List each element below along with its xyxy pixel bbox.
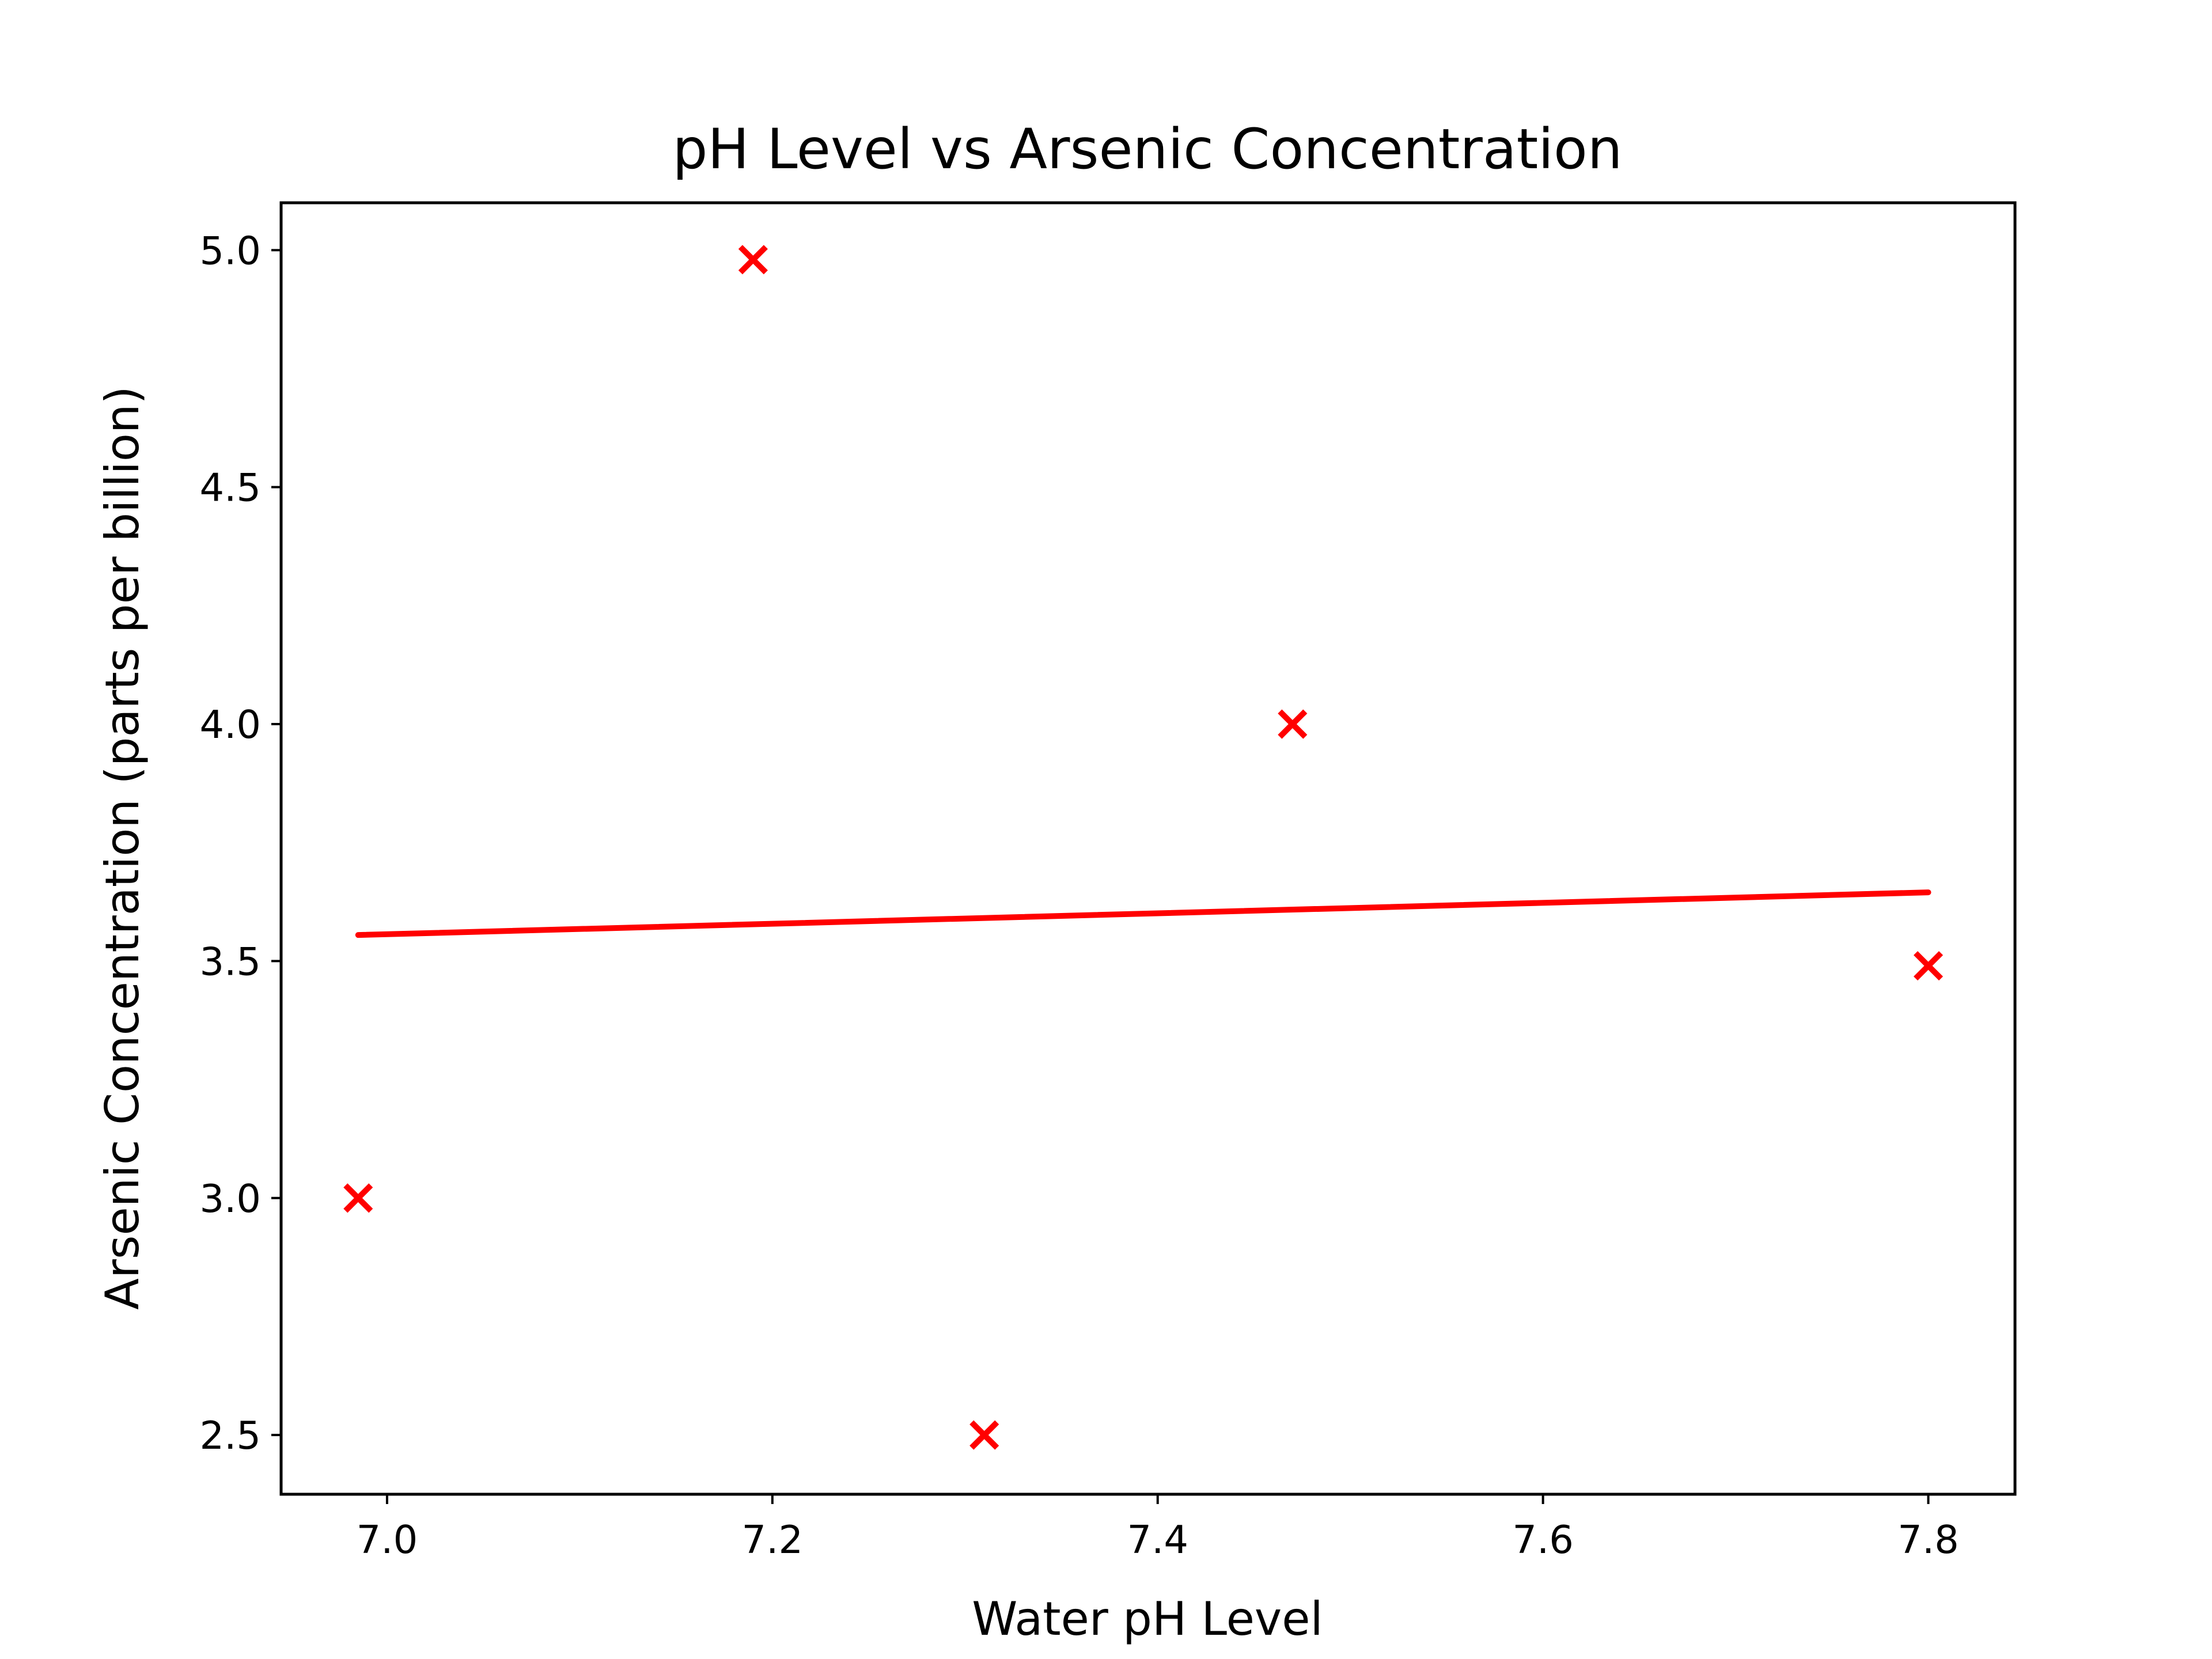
fit-line <box>355 889 1931 938</box>
y-tick-label: 3.5 <box>199 939 261 984</box>
x-tick-label: 7.2 <box>742 1517 804 1562</box>
data-point <box>738 245 768 275</box>
y-tick-label: 5.0 <box>199 228 261 273</box>
x-axis-label: Water pH Level <box>972 1592 1323 1646</box>
y-tick-label: 4.0 <box>199 702 261 747</box>
chart-title: pH Level vs Arsenic Concentration <box>672 117 1622 181</box>
y-tick-label: 3.0 <box>199 1176 261 1221</box>
marks-layer <box>343 245 1944 1450</box>
data-point-stroke <box>1913 951 1944 981</box>
data-point <box>343 1183 373 1213</box>
y-tick-label: 2.5 <box>199 1413 261 1458</box>
x-tick-label: 7.0 <box>357 1517 418 1562</box>
data-point <box>969 1420 999 1450</box>
x-axis: 7.0 7.2 7.4 7.6 7.8 <box>357 1494 1959 1562</box>
data-point <box>1278 709 1308 739</box>
data-point-stroke <box>738 245 768 275</box>
data-point-stroke <box>1278 709 1308 739</box>
plot-frame <box>279 201 2017 1496</box>
data-point-stroke <box>969 1420 999 1450</box>
x-tick-label: 7.8 <box>1897 1517 1959 1562</box>
y-axis: 2.5 3.0 3.5 4.0 4.5 5.0 <box>199 228 281 1458</box>
data-point-stroke <box>343 1183 373 1213</box>
x-tick-label: 7.4 <box>1127 1517 1188 1562</box>
data-point <box>1913 951 1944 981</box>
y-axis-label: Arsenic Concentration (parts per billion… <box>96 386 149 1309</box>
y-tick-label: 4.5 <box>199 465 261 510</box>
x-tick-label: 7.6 <box>1512 1517 1574 1562</box>
